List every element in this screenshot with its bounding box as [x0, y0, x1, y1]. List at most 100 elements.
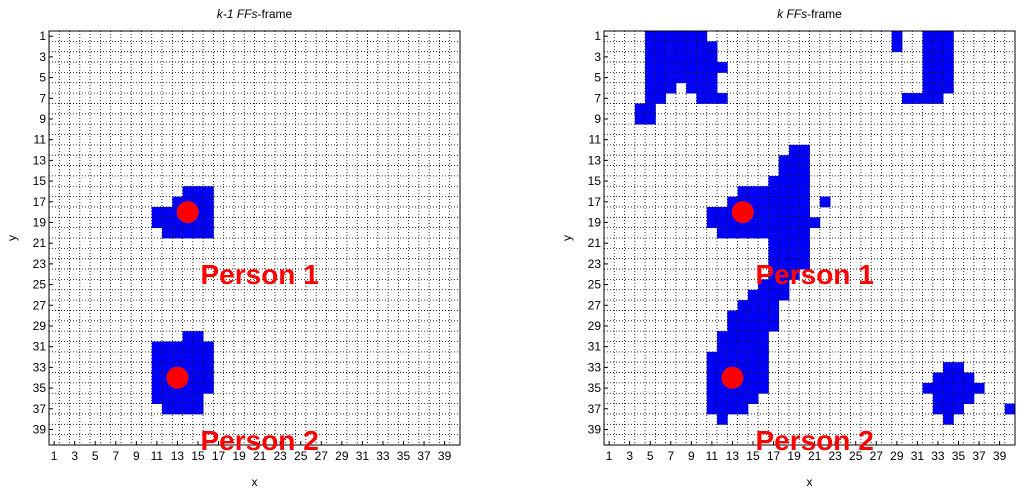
active-cell-run	[645, 51, 718, 63]
x-tick-label: 21	[253, 449, 267, 463]
x-tick-label: 23	[274, 449, 288, 463]
active-cell-run	[727, 310, 780, 322]
x-tick-label: 3	[71, 449, 78, 463]
active-cell-run	[932, 403, 965, 415]
x-tick-label: 35	[952, 449, 966, 463]
x-tick-label: 19	[232, 449, 246, 463]
active-cell-run	[758, 279, 790, 291]
active-cell-run	[151, 217, 214, 229]
x-tick-label: 3	[626, 449, 633, 463]
active-cell-run	[788, 144, 810, 156]
y-axis-label: y	[560, 235, 574, 241]
person-label: Person 2	[755, 425, 873, 456]
y-tick-label: 15	[33, 174, 47, 188]
person-label: Person 2	[200, 425, 318, 456]
y-tick-label: 1	[39, 29, 46, 43]
x-tick-label: 15	[191, 449, 205, 463]
active-cell-run	[645, 31, 708, 42]
y-tick-label: 3	[39, 50, 46, 64]
person-centroid	[166, 366, 189, 389]
active-cell-run	[634, 103, 656, 115]
person-label: Person 1	[755, 259, 873, 290]
active-cell-run	[891, 31, 903, 42]
active-cell-run	[706, 217, 821, 229]
active-cell-run	[891, 41, 903, 53]
y-tick-label: 27	[33, 298, 47, 312]
active-cell-run	[151, 351, 214, 363]
y-tick-label: 19	[33, 215, 47, 229]
y-tick-label: 21	[33, 236, 47, 250]
active-cell-run	[717, 227, 810, 239]
y-tick-label: 15	[588, 174, 602, 188]
y-tick-label: 11	[34, 133, 47, 147]
x-tick-label: 39	[993, 449, 1007, 463]
x-tick-label: 21	[808, 449, 822, 463]
active-cell-run	[172, 196, 214, 208]
x-tick-label: 9	[133, 449, 140, 463]
active-cell-run	[932, 372, 975, 384]
chart-title-suffix: -frame	[258, 7, 293, 21]
active-cell-run	[162, 403, 204, 415]
active-cell-run	[922, 51, 954, 63]
y-tick-label: 33	[33, 360, 47, 374]
chart-title-prefix: k-1 FFs	[217, 7, 258, 21]
y-tick-label: 13	[588, 153, 602, 167]
y-tick-label: 39	[33, 422, 47, 436]
active-cell-run	[717, 331, 769, 342]
y-tick-label: 35	[33, 381, 47, 395]
active-cell-run	[778, 165, 810, 177]
active-cell-run	[768, 269, 800, 280]
active-cell-run	[696, 93, 728, 104]
x-tick-label: 37	[972, 449, 986, 463]
x-tick-label: 11	[151, 449, 164, 463]
active-cell-run	[706, 351, 769, 363]
x-tick-label: 13	[171, 449, 185, 463]
x-tick-label: 17	[212, 449, 226, 463]
person-centroid	[721, 366, 744, 389]
active-cell-run	[819, 196, 831, 208]
y-tick-label: 7	[594, 91, 601, 105]
plot-frame	[48, 30, 461, 446]
x-tick-label: 25	[294, 449, 308, 463]
x-tick-label: 17	[767, 449, 781, 463]
chart-title-prefix: k FFs	[777, 7, 807, 21]
y-tick-label: 23	[33, 257, 47, 271]
y-tick-label: 17	[33, 195, 47, 209]
active-cell-run	[717, 341, 769, 353]
active-cell-run	[727, 320, 780, 332]
y-tick-label: 7	[39, 91, 46, 105]
x-tick-label: 29	[335, 449, 349, 463]
active-cell-run	[768, 258, 810, 270]
chart-title-suffix: -frame	[807, 7, 842, 21]
y-tick-label: 37	[33, 402, 47, 416]
active-cell-run	[778, 155, 810, 166]
x-tick-label: 25	[849, 449, 863, 463]
y-tick-label: 9	[39, 112, 46, 126]
person-centroid	[176, 201, 199, 224]
y-tick-label: 5	[39, 71, 46, 85]
y-tick-label: 11	[589, 133, 602, 147]
x-tick-label: 31	[356, 449, 370, 463]
y-tick-label: 29	[33, 319, 47, 333]
active-cell-run	[922, 72, 954, 84]
y-tick-label: 27	[588, 298, 602, 312]
active-cell-run	[717, 413, 728, 425]
x-tick-label: 7	[112, 449, 119, 463]
chart-title: k-1 FFs-frame	[217, 7, 293, 21]
active-cell-run	[182, 186, 214, 197]
active-cell-run	[922, 41, 954, 53]
active-cell-run	[932, 393, 975, 404]
y-tick-label: 3	[594, 50, 601, 64]
x-tick-label: 19	[787, 449, 801, 463]
active-cell-run	[162, 227, 214, 239]
x-tick-label: 31	[911, 449, 925, 463]
active-cell-run	[737, 186, 810, 197]
x-tick-label: 7	[667, 449, 674, 463]
x-tick-label: 9	[688, 449, 695, 463]
y-tick-label: 5	[594, 71, 601, 85]
y-tick-label: 31	[33, 340, 47, 354]
y-tick-label: 21	[588, 236, 602, 250]
y-tick-label: 25	[588, 278, 602, 292]
y-tick-label: 39	[588, 422, 602, 436]
x-tick-label: 27	[870, 449, 884, 463]
